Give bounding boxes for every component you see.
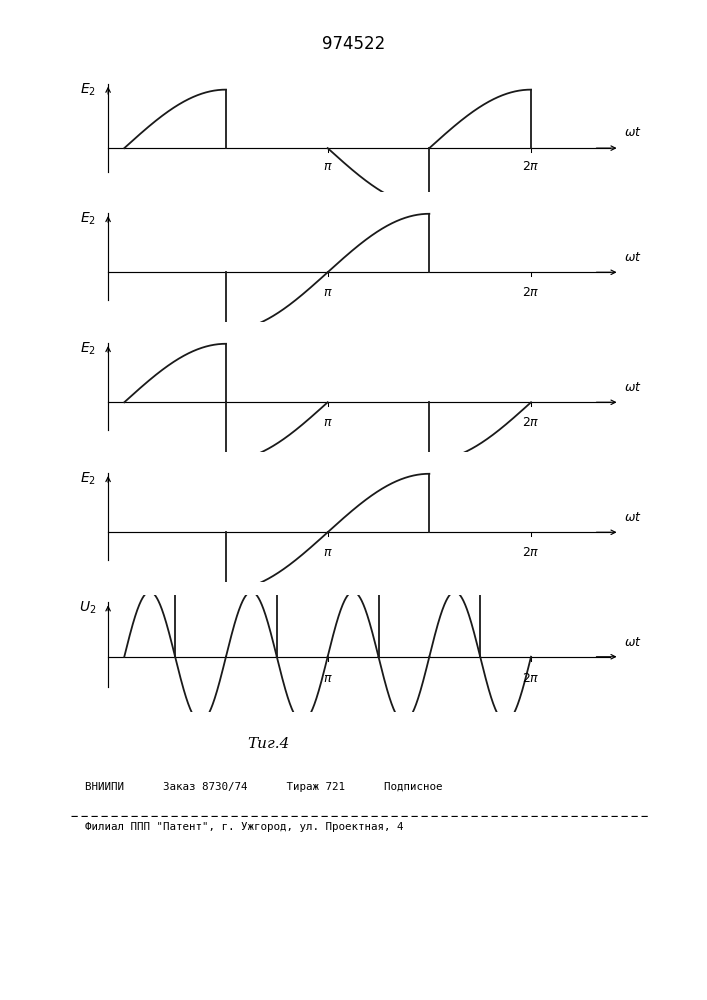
Text: $2\pi$: $2\pi$ (522, 416, 540, 429)
Text: $\pi$: $\pi$ (323, 286, 332, 299)
Text: $U_2$: $U_2$ (79, 599, 96, 616)
Text: $E_2$: $E_2$ (81, 470, 96, 487)
Text: $\omega t$: $\omega t$ (624, 381, 642, 394)
Text: $E_2$: $E_2$ (81, 210, 96, 227)
Text: $\omega t$: $\omega t$ (624, 251, 642, 264)
Text: $\pi$: $\pi$ (323, 546, 332, 559)
Text: $2\pi$: $2\pi$ (522, 160, 540, 173)
Text: Филиал ППП "Патент", г. Ужгород, ул. Проектная, 4: Филиал ППП "Патент", г. Ужгород, ул. Про… (85, 822, 403, 832)
Text: $\pi$: $\pi$ (323, 672, 332, 685)
Text: $\pi$: $\pi$ (323, 160, 332, 173)
Text: 974522: 974522 (322, 35, 385, 53)
Text: $2\pi$: $2\pi$ (522, 546, 540, 559)
Text: ВНИИПИ      Заказ 8730/74      Тираж 721      Подписное: ВНИИПИ Заказ 8730/74 Тираж 721 Подписное (85, 782, 443, 792)
Text: $2\pi$: $2\pi$ (522, 672, 540, 685)
Text: $\omega t$: $\omega t$ (624, 636, 642, 649)
Text: $E_2$: $E_2$ (81, 340, 96, 357)
Text: $\omega t$: $\omega t$ (624, 126, 642, 139)
Text: $2\pi$: $2\pi$ (522, 286, 540, 299)
Text: Τиг.4: Τиг.4 (247, 737, 290, 751)
Text: $\omega t$: $\omega t$ (624, 511, 642, 524)
Text: $E_2$: $E_2$ (81, 81, 96, 98)
Text: $\pi$: $\pi$ (323, 416, 332, 429)
